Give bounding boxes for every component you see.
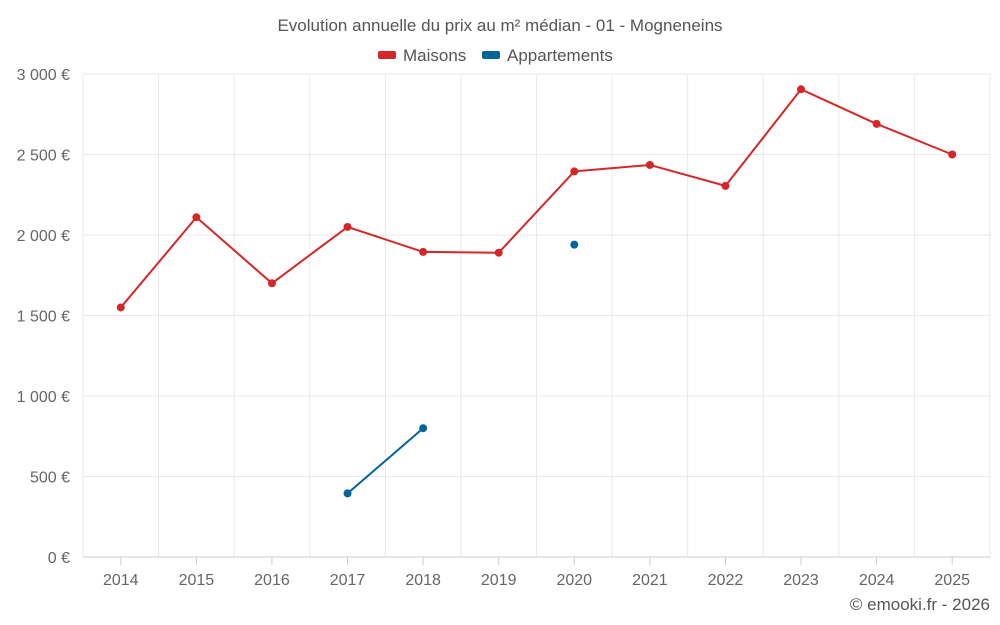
data-point [721,181,730,190]
series-line-segment [800,88,878,125]
legend-label-appartements: Appartements [507,46,613,65]
x-axis-ticks: 2014 2015 2016 2017 2018 2019 2020 2021 2022 2023… [103,557,970,589]
series-line-segment [346,427,425,495]
series-line-segment [648,163,727,187]
y-tick-label: 1 500 € [17,309,70,326]
series-line-segment [497,170,576,254]
y-tick-label: 3 000 € [17,67,70,84]
series-line-segment [119,216,198,309]
data-point [494,248,503,257]
y-tick-label: 0 € [48,550,70,567]
data-point [419,247,428,256]
x-gridlines [82,74,991,557]
series-line-segment [195,216,273,285]
data-point [267,279,276,288]
data-point [872,119,881,128]
data-point [797,85,806,94]
data-point [645,160,654,169]
data-point [948,150,957,159]
series-line-segment [875,122,954,156]
chart-title: Evolution annuelle du prix au m² médian … [277,16,722,35]
y-tick-label: 1 000 € [17,389,70,406]
series-line-segment [422,250,500,254]
legend: Maisons Appartements [378,46,613,65]
series-appartements [343,240,579,498]
x-tick-label: 2021 [632,572,668,589]
data-point [343,489,352,498]
series-line-segment [573,163,651,173]
legend-swatch-maisons [378,51,396,59]
x-tick-label: 2017 [330,572,366,589]
data-point [343,222,352,231]
x-tick-label: 2025 [934,572,970,589]
data-point [419,424,428,433]
x-tick-label: 2022 [708,572,744,589]
x-tick-label: 2014 [103,572,139,589]
series-line-segment [724,88,803,187]
x-tick-label: 2018 [405,572,441,589]
data-point [192,213,201,222]
credit-text: © emooki.fr - 2026 [850,595,990,614]
x-tick-label: 2020 [556,572,592,589]
x-tick-label: 2024 [859,572,895,589]
series-line-segment [346,225,425,253]
x-tick-label: 2023 [783,572,819,589]
legend-label-maisons: Maisons [403,46,466,65]
y-tick-label: 2 500 € [17,148,70,165]
x-tick-label: 2019 [481,572,517,589]
y-axis-ticks: 0 € 500 € 1 000 € 1 500 € 2 000 € 2 500 € 3 00… [17,67,70,567]
y-tick-label: 2 000 € [17,228,70,245]
x-tick-label: 2016 [254,572,290,589]
y-tick-label: 500 € [30,470,70,487]
data-point [116,303,125,312]
data-point [570,167,579,176]
x-tick-label: 2015 [179,572,215,589]
series-maisons [116,85,957,312]
series-line-segment [270,225,349,285]
series-layer [116,85,957,498]
legend-swatch-appartements [482,51,500,59]
data-point [570,240,579,249]
